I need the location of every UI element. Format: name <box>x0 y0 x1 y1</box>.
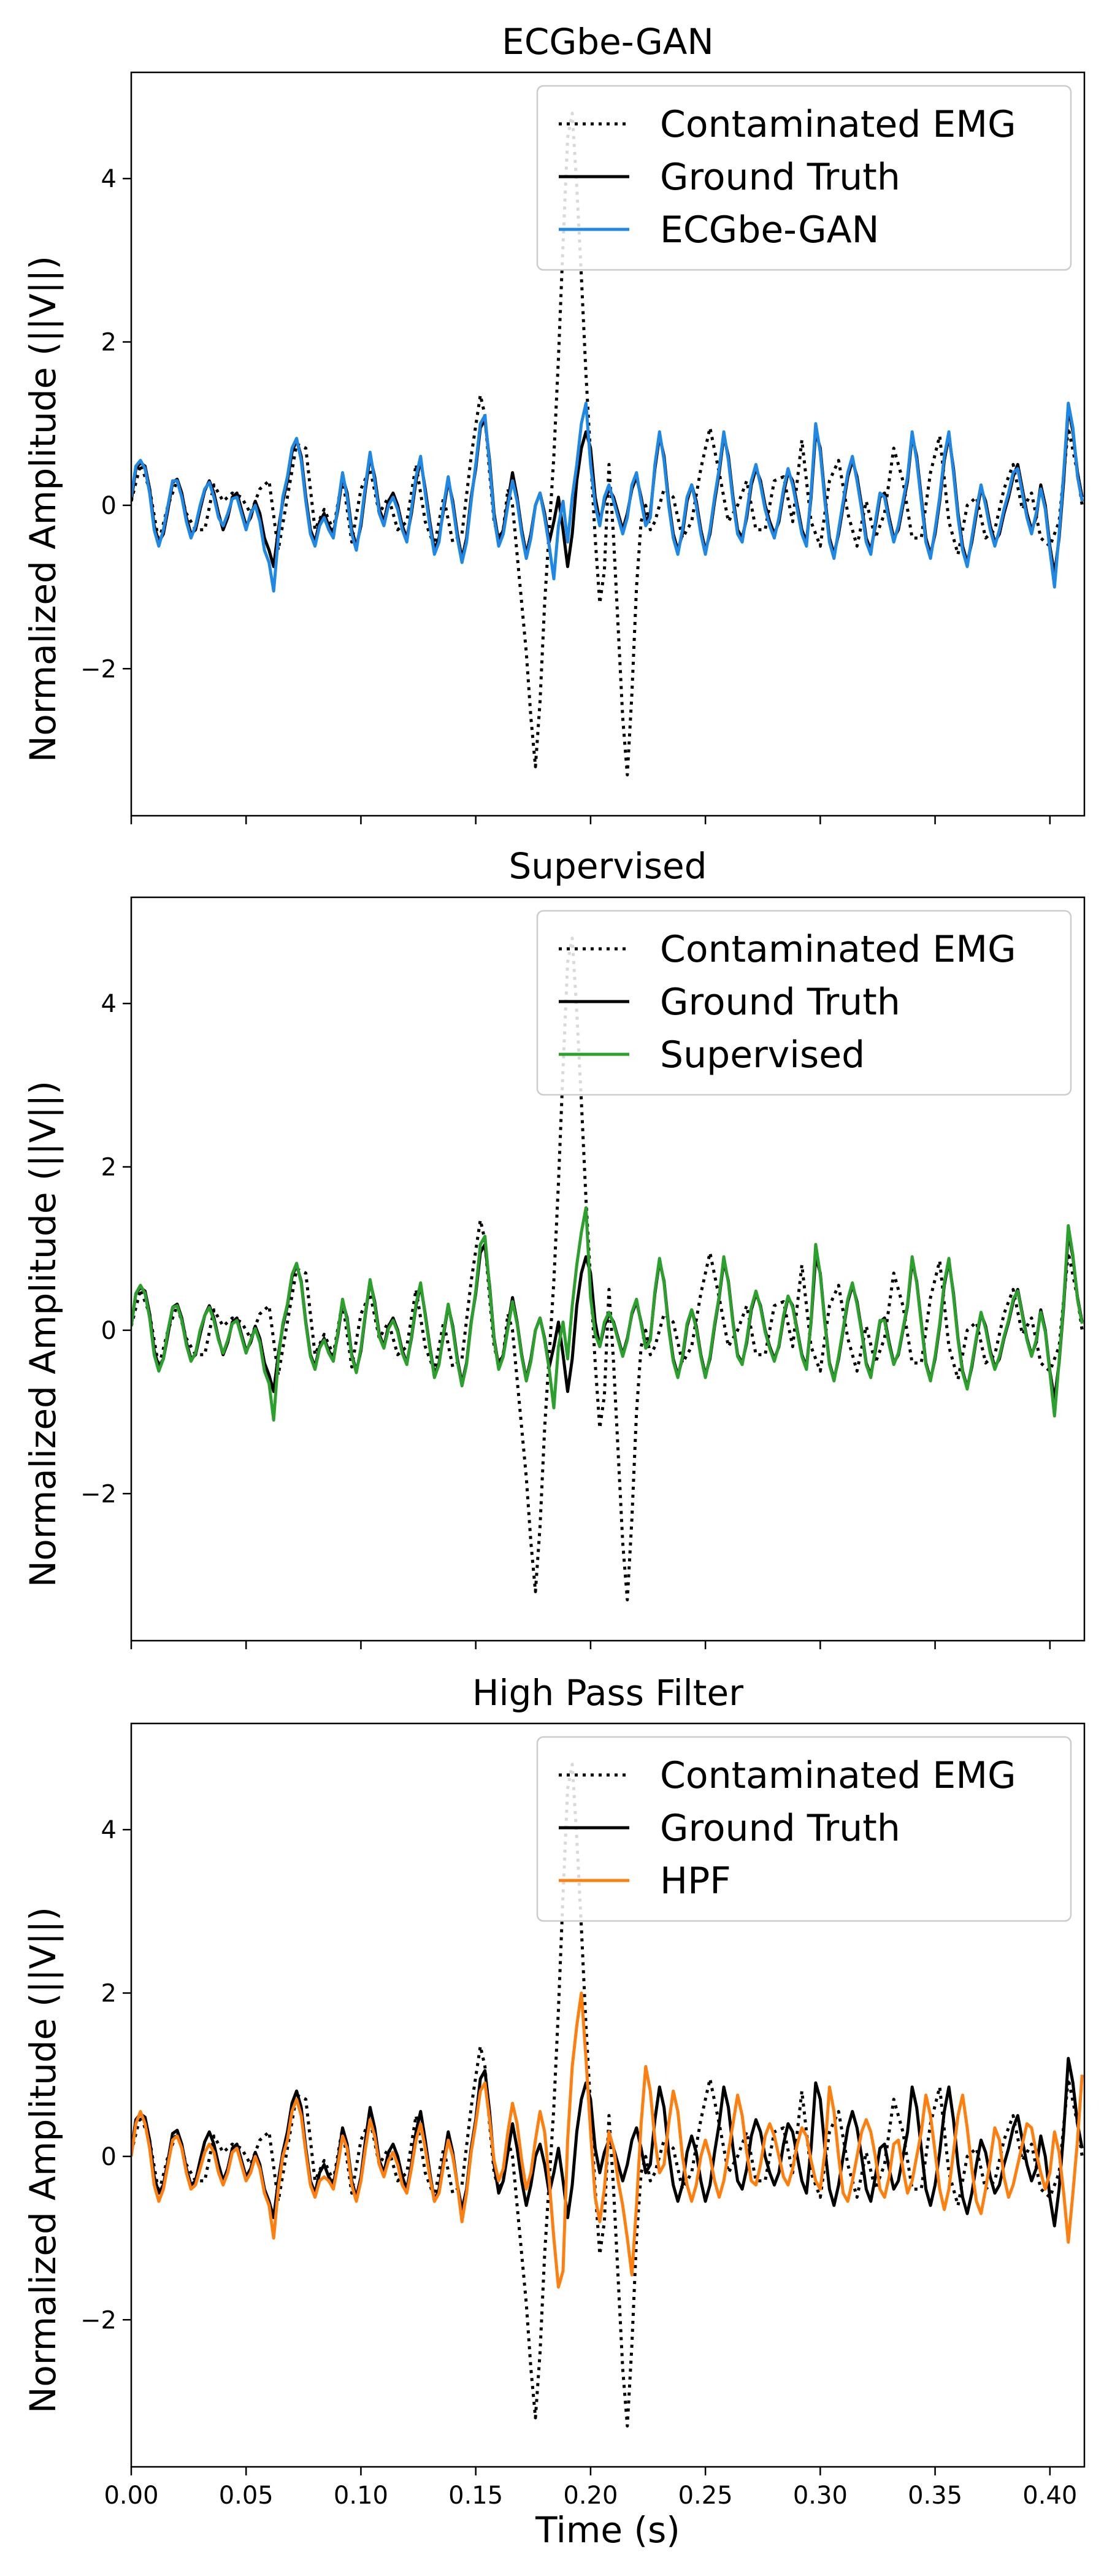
panel-1-title: ECGbe-GAN <box>502 21 714 63</box>
panel-1-ylabel: Normalized Amplitude (||V||) <box>22 256 64 762</box>
x-tick-label: 0.05 <box>219 2482 274 2510</box>
y-tick-label: 4 <box>101 990 117 1018</box>
panel-3-plot-area: 0.00 0.05 0.10 0.15 0.20 0.25 0.30 0.35 0.40 −2 0 2… <box>80 1722 1086 2510</box>
y-tick-label: −2 <box>80 1480 117 1508</box>
panel-2-frame <box>130 896 1086 1642</box>
series-supervised-line <box>131 1206 1084 1422</box>
panel-2-ylabel: Normalized Amplitude (||V||) <box>22 1081 64 1587</box>
panel-1-lines <box>131 112 1084 776</box>
legend-entry-2: Ground Truth <box>660 981 900 1024</box>
legend-entry-2: Ground Truth <box>660 156 900 199</box>
x-tick-label: 0.20 <box>563 2482 618 2510</box>
panel-ecgbe-gan: ECGbe-GAN Normalized Amplitude (||V||) −… <box>22 21 1086 824</box>
legend-entry-3: Supervised <box>660 1033 865 1076</box>
panel-3-lines <box>131 1763 1084 2428</box>
panel-3-legend: Contaminated EMG Ground Truth HPF <box>536 1736 1072 1922</box>
legend-entry-1: Contaminated EMG <box>660 1754 1016 1797</box>
x-tick-label: 0.35 <box>908 2482 962 2510</box>
panel-1-plot-area: −2 0 2 4 Contaminated EMG Ground Truth ECGbe-G… <box>80 71 1086 824</box>
panel-1-legend: Contaminated EMG Ground Truth ECGbe-GAN <box>536 85 1072 271</box>
x-tick-label: 0.40 <box>1022 2482 1077 2510</box>
legend-box <box>536 85 1072 271</box>
panel-3-title: High Pass Filter <box>472 1672 743 1714</box>
y-tick-label: 0 <box>101 1317 117 1345</box>
panel-2-legend: Contaminated EMG Ground Truth Supervised <box>536 910 1072 1096</box>
series-hpf-line <box>131 1991 1084 2289</box>
x-tick-label: 0.15 <box>448 2482 503 2510</box>
legend-entry-2: Ground Truth <box>660 1807 900 1850</box>
y-tick-label: −2 <box>80 655 117 683</box>
panel-1-frame <box>130 71 1086 817</box>
series-ecgbe-gan-line <box>131 401 1084 593</box>
panel-3-xlabel: Time (s) <box>535 2509 680 2551</box>
y-tick-label: 0 <box>101 492 117 520</box>
y-tick-label: 2 <box>101 1980 117 2008</box>
panel-2-plot-area: −2 0 2 4 Contaminated EMG Ground Truth Supervi… <box>80 896 1086 1649</box>
legend-entry-3: HPF <box>660 1860 731 1903</box>
y-tick-label: 0 <box>101 2143 117 2171</box>
panel-supervised: Supervised Normalized Amplitude (||V||) … <box>22 845 1086 1649</box>
legend-entry-3: ECGbe-GAN <box>660 209 880 251</box>
y-tick-label: −2 <box>80 2306 117 2334</box>
y-tick-label: 2 <box>101 1154 117 1182</box>
panel-2-lines <box>131 937 1084 1601</box>
panel-3-frame <box>130 1722 1086 2468</box>
x-tick-label: 0.10 <box>334 2482 388 2510</box>
y-tick-label: 2 <box>101 329 117 357</box>
legend-entry-1: Contaminated EMG <box>660 928 1016 971</box>
y-tick-label: 4 <box>101 165 117 193</box>
series-contaminated-emg-line <box>131 1763 1084 2428</box>
panel-high-pass-filter: High Pass Filter Normalized Amplitude (|… <box>22 1672 1086 2551</box>
legend-entry-1: Contaminated EMG <box>660 103 1016 146</box>
legend-box <box>536 910 1072 1096</box>
y-tick-label: 4 <box>101 1816 117 1844</box>
panel-3-ylabel: Normalized Amplitude (||V||) <box>22 1907 64 2413</box>
legend-box <box>536 1736 1072 1922</box>
x-tick-label: 0.00 <box>104 2482 158 2510</box>
panel-2-title: Supervised <box>508 845 707 887</box>
x-tick-label: 0.30 <box>793 2482 848 2510</box>
x-tick-label: 0.25 <box>678 2482 733 2510</box>
